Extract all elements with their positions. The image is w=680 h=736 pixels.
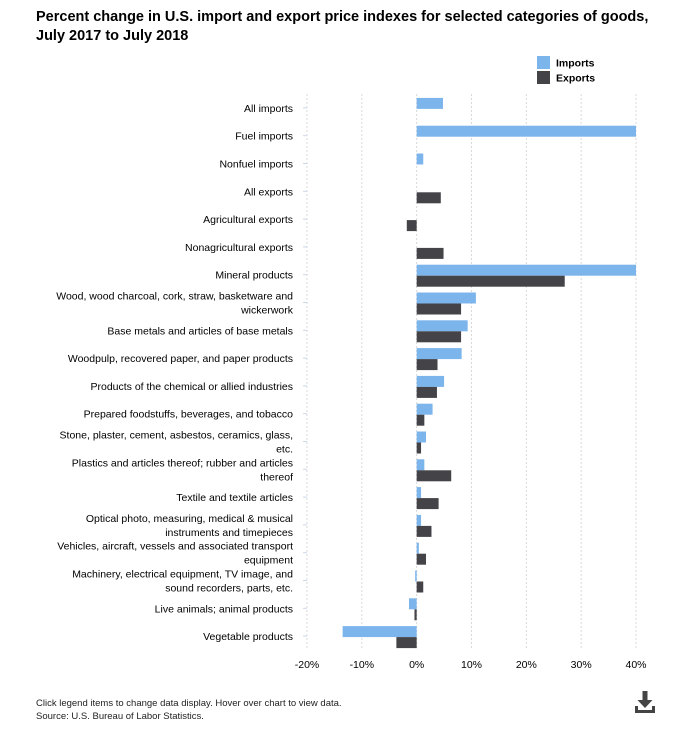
bar-imports[interactable] xyxy=(416,375,445,387)
x-tick-label: 40% xyxy=(625,659,646,671)
category-label: sound recorders, parts, etc. xyxy=(165,583,293,595)
bar-imports[interactable] xyxy=(416,403,433,415)
bar-exports[interactable] xyxy=(416,359,438,371)
bar-exports[interactable] xyxy=(416,303,462,315)
bar-exports[interactable] xyxy=(416,275,565,287)
category-label: Optical photo, measuring, medical & musi… xyxy=(86,513,293,525)
grid-lines xyxy=(306,94,637,650)
bar-imports[interactable] xyxy=(416,97,443,109)
bar-imports[interactable] xyxy=(408,598,417,610)
bar-exports[interactable] xyxy=(416,470,452,482)
category-label: equipment xyxy=(244,555,293,567)
category-label: All imports xyxy=(244,103,293,115)
bar-exports[interactable] xyxy=(416,414,425,426)
category-label: Plastics and articles thereof; rubber an… xyxy=(72,457,293,469)
bar-imports[interactable] xyxy=(342,626,417,638)
bar-imports[interactable] xyxy=(415,570,417,582)
category-label: Woodpulp, recovered paper, and paper pro… xyxy=(68,353,293,365)
bars xyxy=(342,97,636,649)
category-labels: All imports Fuel imports Nonfuel imports Al… xyxy=(56,103,307,643)
x-axis-tick-labels: -20% -10% 0% 10% 20% 30% 40% xyxy=(295,659,647,671)
legend-swatch-exports xyxy=(537,71,550,84)
category-label: Prepared foodstuffs, beverages, and toba… xyxy=(84,409,294,421)
bar-exports[interactable] xyxy=(416,442,422,454)
x-tick-label: 20% xyxy=(516,659,537,671)
category-label: Live animals; animal products xyxy=(155,603,293,615)
category-label: Base metals and articles of base metals xyxy=(107,325,293,337)
bar-exports[interactable] xyxy=(416,525,432,537)
category-label: Wood, wood charcoal, cork, straw, basket… xyxy=(56,291,293,303)
bar-imports[interactable] xyxy=(416,542,419,554)
bar-exports[interactable] xyxy=(416,331,462,343)
bar-exports[interactable] xyxy=(416,553,426,565)
bar-exports[interactable] xyxy=(416,192,441,204)
bar-imports[interactable] xyxy=(416,292,476,304)
download-icon xyxy=(635,691,655,713)
category-label: Textile and textile articles xyxy=(176,492,293,504)
bar-imports[interactable] xyxy=(416,487,422,499)
footer-note: Click legend items to change data displa… xyxy=(36,698,342,709)
bar-exports[interactable] xyxy=(406,220,417,232)
bar-exports[interactable] xyxy=(416,498,439,510)
legend-label-exports: Exports xyxy=(556,73,595,85)
bar-imports[interactable] xyxy=(416,153,424,165)
bar-exports[interactable] xyxy=(396,637,417,649)
download-button[interactable] xyxy=(634,690,656,714)
chart-footer: Click legend items to change data displa… xyxy=(36,697,342,723)
bar-imports[interactable] xyxy=(416,431,426,443)
category-label: Products of the chemical or allied indus… xyxy=(90,381,293,393)
category-label: Agricultural exports xyxy=(203,214,293,226)
bar-exports[interactable] xyxy=(416,581,424,593)
footer-source: Source: U.S. Bureau of Labor Statistics. xyxy=(36,711,204,722)
legend-label-imports: Imports xyxy=(556,58,595,70)
x-tick-label: 0% xyxy=(409,659,424,671)
category-label: instruments and timepieces xyxy=(165,527,293,539)
bar-exports[interactable] xyxy=(414,609,417,621)
legend-swatch-imports xyxy=(537,56,550,69)
bar-chart: All imports Fuel imports Nonfuel imports Al… xyxy=(56,56,647,671)
x-tick-label: 10% xyxy=(461,659,482,671)
bar-exports[interactable] xyxy=(416,386,437,398)
bar-imports[interactable] xyxy=(416,348,462,360)
category-label: thereof xyxy=(260,471,293,483)
chart-title: Percent change in U.S. import and export… xyxy=(36,9,649,44)
bar-imports[interactable] xyxy=(416,264,636,276)
legend-item-imports[interactable]: Imports xyxy=(537,56,595,70)
legend-item-exports[interactable]: Exports xyxy=(537,71,595,85)
category-label: Mineral products xyxy=(215,270,293,282)
category-label: Nonfuel imports xyxy=(219,159,293,171)
category-label: Vehicles, aircraft, vessels and associat… xyxy=(57,541,293,553)
category-label: etc. xyxy=(276,444,293,456)
category-label: Nonagricultural exports xyxy=(185,242,293,254)
bar-imports[interactable] xyxy=(416,514,422,526)
category-label: Stone, plaster, cement, asbestos, cerami… xyxy=(60,430,293,442)
bar-imports[interactable] xyxy=(416,125,636,137)
x-tick-label: 30% xyxy=(571,659,592,671)
category-label: All exports xyxy=(244,186,293,198)
x-tick-label: -10% xyxy=(350,659,375,671)
x-tick-label: -20% xyxy=(295,659,320,671)
bar-exports[interactable] xyxy=(416,247,444,259)
category-label: Machinery, electrical equipment, TV imag… xyxy=(72,569,293,581)
category-label: Fuel imports xyxy=(235,131,293,143)
legend: Imports Exports xyxy=(537,56,595,85)
bar-imports[interactable] xyxy=(416,459,425,471)
category-label: wickerwork xyxy=(240,305,294,317)
bar-imports[interactable] xyxy=(416,320,468,332)
category-label: Vegetable products xyxy=(203,631,293,643)
